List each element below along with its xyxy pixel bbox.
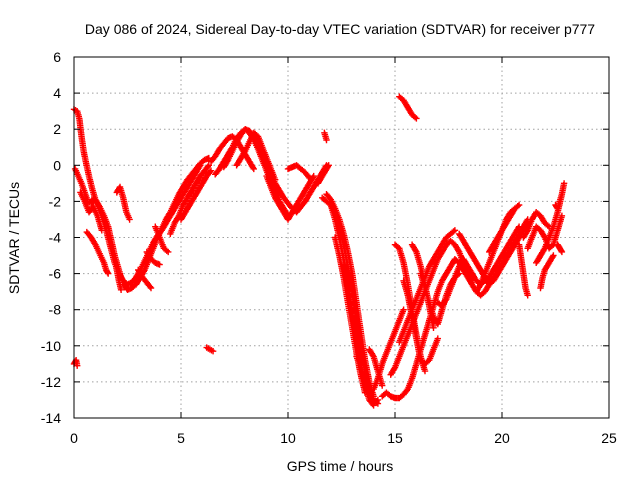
- chart-title: Day 086 of 2024, Sidereal Day-to-day VTE…: [85, 21, 595, 37]
- y-tick-label: -2: [49, 193, 62, 209]
- x-tick-label: 0: [70, 430, 78, 446]
- y-tick-label: 0: [53, 157, 61, 173]
- x-tick-labels: 0 5 10 15 20 25: [70, 430, 617, 446]
- y-tick-label: 2: [53, 121, 61, 137]
- y-tick-labels: -14 -12 -10 -8 -6 -4 -2 0 2 4 6: [41, 49, 61, 426]
- y-axis-label: SDTVAR / TECUs: [6, 182, 22, 294]
- sdtvar-points: [70, 93, 568, 409]
- y-tick-label: -12: [41, 374, 61, 390]
- y-tick-label: -10: [41, 338, 61, 354]
- x-tick-label: 25: [601, 430, 617, 446]
- x-tick-label: 10: [280, 430, 296, 446]
- x-tick-label: 20: [494, 430, 510, 446]
- y-tick-label: -4: [49, 230, 62, 246]
- x-tick-label: 5: [177, 430, 185, 446]
- y-tick-label: 4: [53, 85, 61, 101]
- y-tick-label: -6: [49, 266, 62, 282]
- y-tick-label: -14: [41, 410, 61, 426]
- y-tick-label: -8: [49, 302, 62, 318]
- data-points: [70, 93, 568, 409]
- axis-ticks: [73, 56, 610, 419]
- x-tick-label: 15: [387, 430, 403, 446]
- y-tick-label: 6: [53, 49, 61, 65]
- x-axis-label: GPS time / hours: [287, 458, 394, 474]
